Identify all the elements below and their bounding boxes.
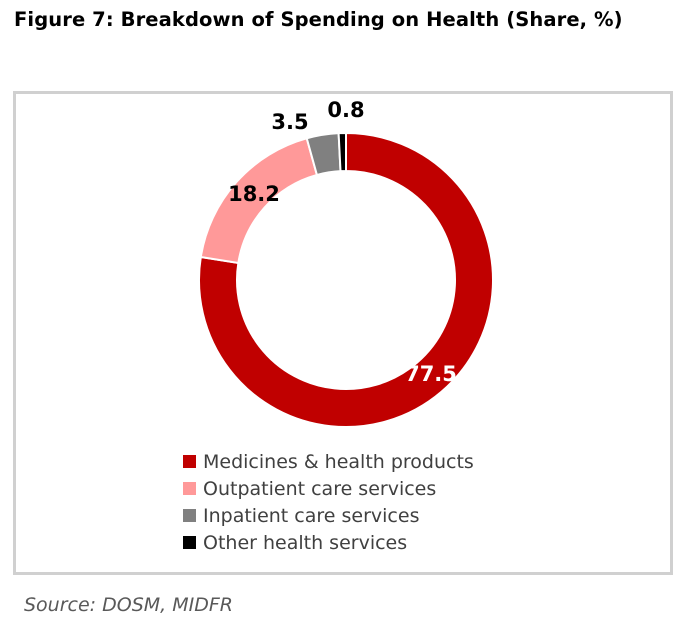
legend-label-inpatient: Inpatient care services — [203, 504, 420, 527]
legend-item-other: Other health services — [183, 529, 474, 556]
donut-slice-medicines — [198, 131, 494, 428]
legend-label-medicines: Medicines & health products — [203, 450, 474, 473]
legend-item-outpatient: Outpatient care services — [183, 475, 474, 502]
data-label-medicines: 77.5 — [405, 362, 457, 386]
source-note: Source: DOSM, MIDFR — [24, 594, 233, 616]
figure-title: Figure 7: Breakdown of Spending on Healt… — [14, 8, 623, 31]
chart-legend: Medicines & health products Outpatient c… — [183, 448, 474, 556]
chart-frame — [13, 91, 673, 575]
legend-label-outpatient: Outpatient care services — [203, 477, 437, 500]
legend-swatch-outpatient — [183, 482, 196, 495]
legend-swatch-other — [183, 536, 196, 549]
legend-label-other: Other health services — [203, 531, 408, 554]
legend-item-inpatient: Inpatient care services — [183, 502, 474, 529]
legend-swatch-medicines — [183, 455, 196, 468]
legend-item-medicines: Medicines & health products — [183, 448, 474, 475]
data-label-other: 0.8 — [327, 98, 364, 122]
legend-swatch-inpatient — [183, 509, 196, 522]
data-label-outpatient: 18.2 — [228, 182, 280, 206]
donut-slice-other — [337, 131, 347, 173]
data-label-inpatient: 3.5 — [271, 110, 308, 134]
